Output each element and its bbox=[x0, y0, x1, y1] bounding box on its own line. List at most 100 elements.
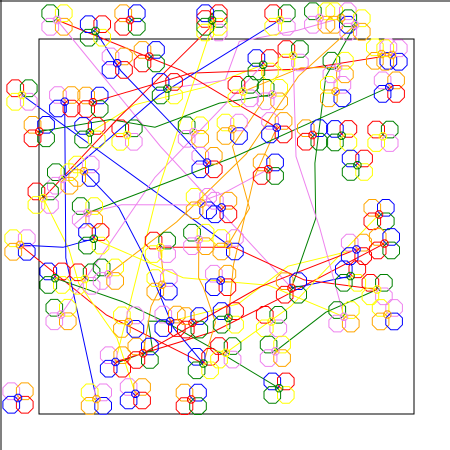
rosette-petal bbox=[270, 79, 288, 97]
rosette-petal bbox=[199, 201, 217, 220]
rosette-center bbox=[374, 210, 384, 219]
rosette-center bbox=[308, 130, 317, 140]
rosette-petal bbox=[115, 47, 133, 66]
rosette-petal bbox=[69, 263, 87, 282]
rosette-petal bbox=[382, 228, 400, 246]
rosette-petal bbox=[264, 17, 283, 36]
connector-line bbox=[227, 127, 278, 318]
rosette-petal bbox=[335, 274, 353, 292]
rosette-petal bbox=[37, 129, 55, 148]
connector-line bbox=[94, 30, 208, 163]
rosette-petal bbox=[385, 299, 403, 317]
rosette-petal bbox=[196, 223, 215, 242]
rosette-petal bbox=[273, 335, 291, 354]
rosette-petal bbox=[375, 287, 393, 306]
rosette-petal bbox=[154, 319, 173, 337]
connector-line bbox=[56, 19, 292, 289]
octagon-rosette bbox=[45, 298, 77, 331]
rosette-petal bbox=[78, 236, 96, 255]
rosette-petal bbox=[212, 229, 231, 247]
rosette-center bbox=[56, 310, 66, 319]
rosette-petal bbox=[2, 395, 21, 414]
octagon-rosette bbox=[320, 76, 352, 108]
rosette-petal bbox=[223, 337, 242, 355]
rosette-center bbox=[216, 276, 225, 285]
rosette-petal bbox=[165, 73, 183, 91]
rosette-petal bbox=[367, 120, 385, 139]
connector-line bbox=[39, 94, 273, 132]
rosette-petal bbox=[363, 199, 382, 217]
rosette-center bbox=[337, 131, 346, 140]
octagon-rosette bbox=[185, 188, 217, 220]
rosette-petal bbox=[91, 223, 110, 241]
rosette-center bbox=[353, 161, 362, 170]
rosette-center bbox=[113, 59, 122, 68]
rosette-petal bbox=[92, 258, 111, 277]
rosette-center bbox=[224, 313, 233, 323]
rosette-petal bbox=[177, 116, 196, 135]
rosette-petal bbox=[125, 133, 143, 151]
rosette-center bbox=[145, 52, 154, 61]
rosette-petal bbox=[333, 89, 352, 108]
rosette-petal bbox=[141, 351, 159, 369]
rosette-petal bbox=[266, 167, 284, 185]
rosette-center bbox=[202, 158, 212, 167]
octagon-rosette bbox=[196, 4, 228, 36]
rosette-petal bbox=[119, 391, 138, 410]
rosette-petal bbox=[133, 378, 151, 396]
connector-line bbox=[227, 64, 265, 246]
rosette-center bbox=[346, 271, 355, 281]
rosette-petal bbox=[54, 4, 73, 23]
octagon-rosette bbox=[373, 71, 405, 103]
rosette-petal bbox=[151, 86, 170, 105]
rosette-petal bbox=[45, 298, 64, 317]
rosette-petal bbox=[141, 337, 159, 356]
rosette-petal bbox=[183, 223, 201, 242]
rosette-petal bbox=[336, 51, 354, 70]
rosette-petal bbox=[230, 113, 248, 132]
rosette-petal bbox=[101, 61, 120, 79]
octagon-rosette bbox=[101, 47, 133, 79]
rosette-center bbox=[50, 274, 60, 283]
rosette-petal bbox=[17, 242, 36, 261]
rosette-center bbox=[13, 393, 23, 403]
rosette-petal bbox=[77, 100, 95, 118]
rosette-petal bbox=[259, 349, 278, 367]
rosette-petal bbox=[304, 2, 322, 21]
connector-line bbox=[87, 86, 390, 214]
rosette-petal bbox=[371, 312, 390, 331]
rosette-petal bbox=[23, 116, 42, 134]
octagon-rosette bbox=[191, 147, 223, 179]
rosette-petal bbox=[41, 182, 59, 201]
octagon-rosette bbox=[187, 348, 219, 380]
rosette-petal bbox=[201, 361, 219, 380]
octagon-rosette bbox=[263, 372, 295, 404]
rosette-petal bbox=[226, 302, 244, 320]
rosette-petal bbox=[27, 196, 46, 214]
rosette-center bbox=[189, 127, 198, 137]
connector-line bbox=[62, 19, 281, 180]
rosette-center bbox=[217, 203, 226, 212]
rosette-petal bbox=[90, 86, 109, 105]
rosette-center bbox=[197, 199, 206, 208]
rosette-petal bbox=[190, 307, 209, 325]
connector-line bbox=[42, 197, 136, 394]
rosette-petal bbox=[113, 346, 131, 364]
octagon-rosette bbox=[368, 228, 400, 260]
rosette-center bbox=[267, 317, 276, 326]
rosette-petal bbox=[389, 52, 408, 71]
rosette-petal bbox=[101, 47, 120, 66]
connector-line bbox=[89, 64, 264, 134]
rosette-petal bbox=[127, 337, 146, 356]
connector-line bbox=[115, 320, 171, 363]
connector-line bbox=[64, 101, 97, 400]
rosette-center bbox=[268, 90, 277, 99]
connector-line bbox=[291, 24, 356, 289]
rosette-petal bbox=[328, 314, 347, 333]
rosette-center bbox=[104, 270, 113, 279]
octagon-rosette bbox=[41, 4, 73, 36]
octagon-rosette bbox=[133, 41, 165, 73]
octagon-rosette bbox=[376, 39, 408, 71]
rosette-petal bbox=[273, 349, 291, 367]
rosette-petal bbox=[341, 163, 360, 181]
